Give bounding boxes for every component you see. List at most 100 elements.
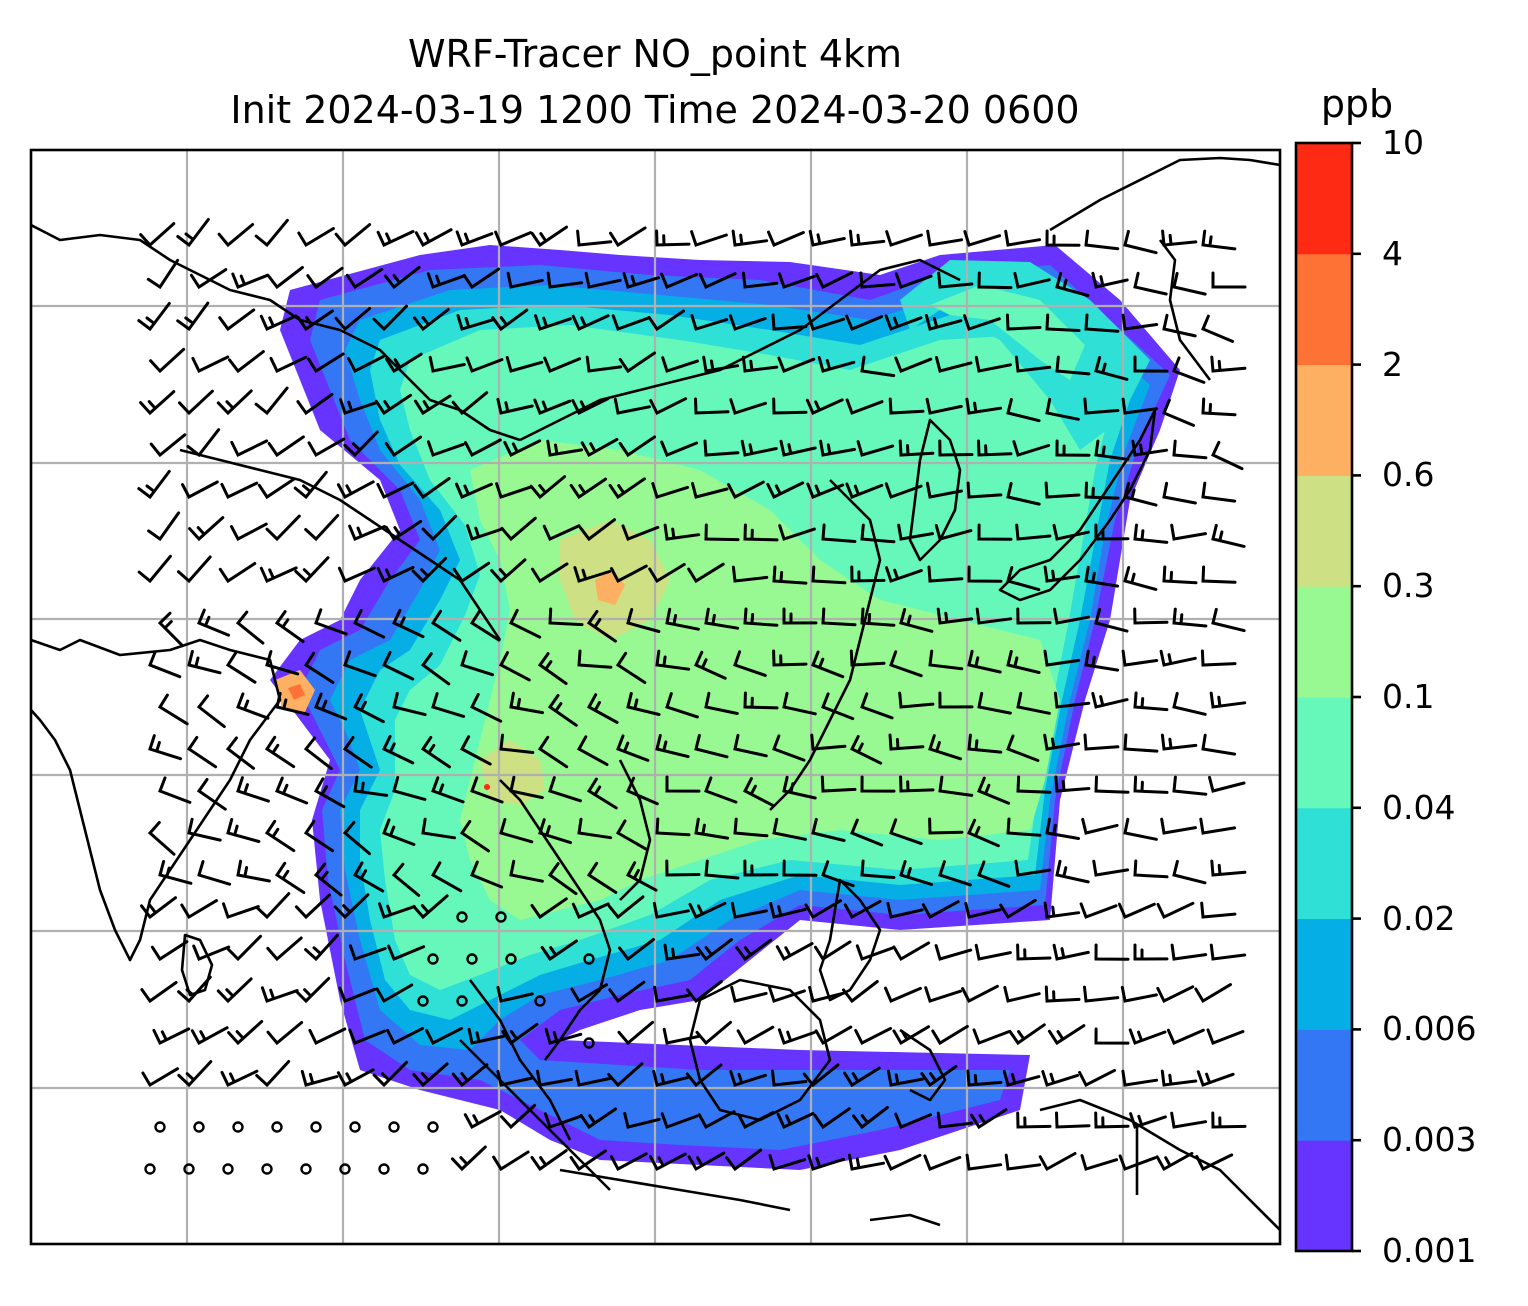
wind-barb	[381, 650, 415, 681]
wind-barb	[923, 1154, 962, 1171]
wind-barb	[934, 524, 973, 541]
wind-barb	[808, 985, 846, 1003]
wind-barb	[928, 649, 964, 671]
wind-barb	[727, 480, 765, 500]
wind-barb	[859, 271, 896, 289]
wind-barb	[227, 1020, 264, 1046]
wind-barb	[187, 817, 222, 842]
wind-barb	[584, 271, 622, 289]
wind-barb	[465, 356, 504, 373]
wind-barb	[618, 938, 655, 962]
wind-barb	[372, 304, 408, 332]
wind-barb	[609, 1152, 648, 1172]
wind-barb	[530, 897, 568, 920]
wind-barb	[652, 901, 690, 919]
wind-barb	[1055, 859, 1090, 884]
wind-barb	[586, 861, 618, 894]
wind-barb	[928, 734, 962, 761]
wind-barb	[938, 691, 974, 709]
title-line-1: WRF-Tracer NO_point 4km	[407, 32, 903, 76]
wind-barb	[570, 983, 608, 1004]
wind-barb	[1118, 1154, 1157, 1171]
wind-barb	[537, 735, 569, 769]
wind-barb	[384, 435, 422, 458]
wind-barb	[1014, 355, 1052, 373]
wind-barb	[704, 776, 738, 804]
wind-barb	[1133, 607, 1169, 625]
coast-timor	[869, 1213, 941, 1227]
wind-barb	[1012, 440, 1051, 457]
wind-barb	[176, 301, 210, 332]
wind-barb	[972, 1028, 1011, 1045]
wind-barb	[1121, 313, 1159, 331]
calm-marker	[583, 1037, 595, 1049]
wind-barb	[264, 735, 296, 769]
wind-barb	[428, 355, 466, 373]
wind-barb	[742, 777, 775, 808]
wind-barb	[197, 608, 231, 637]
wind-barb	[660, 440, 699, 457]
wind-barb	[608, 477, 646, 500]
colorbar-label-9: 4	[1382, 233, 1403, 273]
plume-source-west-core	[288, 684, 305, 700]
wind-barb	[892, 941, 931, 962]
calm-marker	[222, 1163, 234, 1175]
wind-barb	[1006, 566, 1041, 592]
wind-barb	[314, 692, 348, 721]
wind-barb	[1094, 439, 1130, 461]
wind-barb	[665, 607, 700, 631]
wind-barb	[808, 229, 846, 247]
wind-barb	[733, 733, 768, 758]
wind-barb	[338, 986, 377, 1003]
coast-indochina	[499, 779, 612, 1061]
wind-barb	[460, 650, 494, 677]
colorbar-label-0: 0.001	[1382, 1231, 1477, 1270]
calm-marker	[583, 953, 595, 965]
wind-barb	[730, 901, 768, 919]
wind-barb	[936, 607, 974, 625]
wind-barb	[889, 818, 923, 846]
wind-barb	[660, 1112, 699, 1129]
wind-barb	[1079, 902, 1118, 919]
wind-barb	[343, 650, 377, 678]
wind-barb	[186, 735, 218, 769]
wind-barb	[1131, 439, 1169, 457]
wind-barb	[387, 944, 426, 961]
wind-barb	[538, 818, 572, 845]
wind-barb	[1201, 565, 1237, 584]
wind-barb	[1211, 523, 1246, 548]
wind-barb	[509, 775, 544, 800]
wind-barb	[180, 899, 218, 920]
wind-barb	[192, 944, 231, 961]
wind-barb	[1201, 397, 1237, 417]
wind-barb	[883, 1153, 922, 1171]
wind-barb	[1170, 1111, 1208, 1129]
wind-barb	[1045, 397, 1080, 421]
wind-barb	[1055, 355, 1091, 376]
wind-barb	[655, 817, 691, 837]
wind-barb	[695, 1020, 732, 1046]
wind-barb	[1052, 943, 1090, 961]
wind-barb	[729, 398, 767, 415]
wind-barb	[218, 562, 257, 584]
wind-barb	[805, 398, 844, 415]
wind-barb	[1005, 313, 1042, 331]
wind-barb	[540, 939, 578, 962]
wind-barb	[617, 1020, 654, 1046]
wind-barb	[376, 481, 415, 500]
wind-barb	[607, 1062, 644, 1088]
wind-barb	[490, 558, 527, 584]
wind-barb	[375, 983, 414, 1004]
wind-barb	[196, 778, 227, 811]
wind-barb	[899, 775, 935, 793]
calm-marker	[261, 1163, 273, 1175]
wind-barb	[848, 1153, 885, 1171]
colorbar-swatch-6	[1296, 475, 1352, 587]
wind-barb	[342, 736, 373, 769]
wind-barb	[842, 980, 879, 1004]
wind-barb	[772, 817, 807, 841]
wind-barb	[1208, 775, 1246, 793]
wind-barb	[579, 1107, 617, 1130]
wind-barb	[897, 523, 934, 541]
wind-barb	[1160, 733, 1198, 751]
